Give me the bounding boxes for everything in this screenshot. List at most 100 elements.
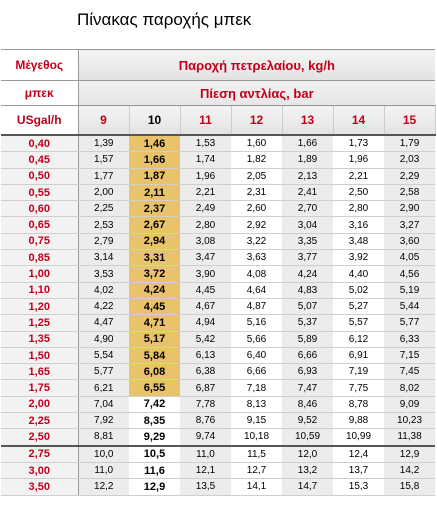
- flow-value-cell: 12,4: [333, 444, 384, 463]
- flow-value-cell: 1,60: [231, 135, 282, 153]
- table-row: 2,00 7,04 7,42 7,78 8,13 8,46 8,78 9,09: [1, 396, 436, 414]
- flow-value-cell: 3,27: [384, 216, 436, 234]
- flow-value-cell: 2,41: [282, 184, 333, 202]
- flow-value-cell: 6,91: [333, 347, 384, 365]
- flow-value-cell: 2,11: [129, 184, 180, 202]
- flow-value-cell: 5,89: [282, 331, 333, 348]
- pressure-col-header: 14: [333, 105, 385, 136]
- flow-value-cell: 7,15: [384, 347, 436, 365]
- flow-value-cell: 9,29: [129, 428, 180, 447]
- flow-value-cell: 8,76: [180, 412, 231, 430]
- flow-value-cell: 2,67: [129, 216, 180, 234]
- table-row: 2,75 10,0 10,5 11,0 11,5 12,0 12,4 12,9: [1, 444, 436, 463]
- flow-value-cell: 4,64: [231, 282, 282, 299]
- flow-value-cell: 10,5: [129, 444, 180, 463]
- flow-value-cell: 4,02: [78, 282, 129, 299]
- table-row: 0,75 2,79 2,94 3,08 3,22 3,35 3,48 3,60: [1, 233, 436, 251]
- nozzle-size-cell: 1,25: [1, 314, 79, 332]
- nozzle-size-cell: 2,75: [1, 444, 79, 463]
- flow-value-cell: 9,15: [231, 412, 282, 430]
- flow-value-cell: 7,45: [384, 363, 436, 381]
- flow-value-cell: 10,0: [78, 444, 129, 463]
- flow-value-cell: 5,27: [333, 298, 384, 316]
- flow-value-cell: 3,53: [78, 265, 129, 283]
- flow-value-cell: 4,22: [78, 298, 129, 316]
- flow-value-cell: 5,77: [78, 363, 129, 381]
- flow-value-cell: 8,46: [282, 396, 333, 414]
- flow-value-cell: 7,92: [78, 412, 129, 430]
- nozzle-size-cell: 1,50: [1, 347, 79, 365]
- table-row: 3,50 12,2 12,9 13,5 14,1 14,7 15,3 15,8: [1, 478, 436, 496]
- flow-value-cell: 1,73: [333, 135, 384, 153]
- table-row: 1,20 4,22 4,45 4,67 4,87 5,07 5,27 5,44: [1, 298, 436, 316]
- flow-value-cell: 2,21: [333, 168, 384, 185]
- nozzle-size-cell: 0,40: [1, 135, 79, 153]
- table-row: 1,50 5,54 5,84 6,13 6,40 6,66 6,91 7,15: [1, 347, 436, 365]
- flow-value-cell: 11,38: [384, 428, 436, 447]
- flow-value-cell: 4,05: [384, 249, 436, 267]
- flow-value-cell: 2,79: [78, 233, 129, 251]
- flow-value-cell: 3,47: [180, 249, 231, 267]
- flow-value-cell: 1,74: [180, 151, 231, 169]
- flow-value-cell: 2,31: [231, 184, 282, 202]
- flow-value-cell: 5,19: [384, 282, 436, 299]
- flow-value-cell: 5,66: [231, 331, 282, 348]
- flow-value-cell: 11,0: [180, 444, 231, 463]
- flow-value-cell: 2,58: [384, 184, 436, 202]
- nozzle-size-cell: 2,25: [1, 412, 79, 430]
- flow-value-cell: 9,88: [333, 412, 384, 430]
- table-row: 1,10 4,02 4,24 4,45 4,64 4,83 5,02 5,19: [1, 282, 436, 299]
- pressure-col-header: 12: [231, 105, 283, 136]
- table-row: 0,65 2,53 2,67 2,80 2,92 3,04 3,16 3,27: [1, 216, 436, 234]
- nozzle-size-cell: 0,45: [1, 151, 79, 169]
- flow-value-cell: 4,45: [129, 298, 180, 316]
- table-row: 1,25 4,47 4,71 4,94 5,16 5,37 5,57 5,77: [1, 314, 436, 332]
- flow-value-cell: 3,22: [231, 233, 282, 251]
- flow-value-cell: 6,93: [282, 363, 333, 381]
- flow-value-cell: 4,08: [231, 265, 282, 283]
- pressure-col-header: 10: [129, 105, 181, 136]
- flow-value-cell: 4,40: [333, 265, 384, 283]
- flow-value-cell: 2,90: [384, 200, 436, 218]
- flow-value-cell: 3,04: [282, 216, 333, 234]
- flow-value-cell: 3,16: [333, 216, 384, 234]
- flow-value-cell: 3,31: [129, 249, 180, 267]
- flow-value-cell: 6,08: [129, 363, 180, 381]
- flow-value-cell: 1,57: [78, 151, 129, 169]
- flow-value-cell: 11,6: [129, 462, 180, 480]
- flow-value-cell: 13,2: [282, 462, 333, 480]
- table-row: 1,35 4,90 5,17 5,42 5,66 5,89 6,12 6,33: [1, 331, 436, 348]
- flow-value-cell: 2,03: [384, 151, 436, 169]
- flow-value-cell: 2,49: [180, 200, 231, 218]
- flow-value-cell: 3,63: [231, 249, 282, 267]
- flow-value-cell: 8,35: [129, 412, 180, 430]
- flow-value-cell: 1,79: [384, 135, 436, 153]
- flow-value-cell: 8,13: [231, 396, 282, 414]
- flow-value-cell: 2,70: [282, 200, 333, 218]
- nozzle-size-cell: 1,10: [1, 282, 79, 299]
- flow-value-cell: 2,13: [282, 168, 333, 185]
- flow-value-cell: 3,35: [282, 233, 333, 251]
- flow-value-cell: 9,74: [180, 428, 231, 447]
- flow-value-cell: 2,37: [129, 200, 180, 218]
- flow-value-cell: 14,1: [231, 478, 282, 496]
- size-header-line-2: μπεκ: [1, 80, 79, 106]
- flow-value-cell: 8,78: [333, 396, 384, 414]
- flow-value-cell: 3,72: [129, 265, 180, 283]
- pressure-col-header: 15: [384, 105, 436, 136]
- flow-value-cell: 14,7: [282, 478, 333, 496]
- flow-value-cell: 8,81: [78, 428, 129, 447]
- flow-value-cell: 2,05: [231, 168, 282, 185]
- flow-value-cell: 4,71: [129, 314, 180, 332]
- table-body: 0,40 1,39 1,46 1,53 1,60 1,66 1,73 1,79 0,45 1,57…: [1, 135, 436, 496]
- flow-value-cell: 2,60: [231, 200, 282, 218]
- nozzle-size-cell: 2,00: [1, 396, 79, 414]
- flow-value-cell: 4,90: [78, 331, 129, 348]
- nozzle-size-cell: 2,50: [1, 428, 79, 447]
- flow-value-cell: 1,66: [129, 151, 180, 169]
- flow-value-cell: 4,67: [180, 298, 231, 316]
- flow-value-cell: 2,92: [231, 216, 282, 234]
- flow-value-cell: 4,87: [231, 298, 282, 316]
- flow-value-cell: 13,7: [333, 462, 384, 480]
